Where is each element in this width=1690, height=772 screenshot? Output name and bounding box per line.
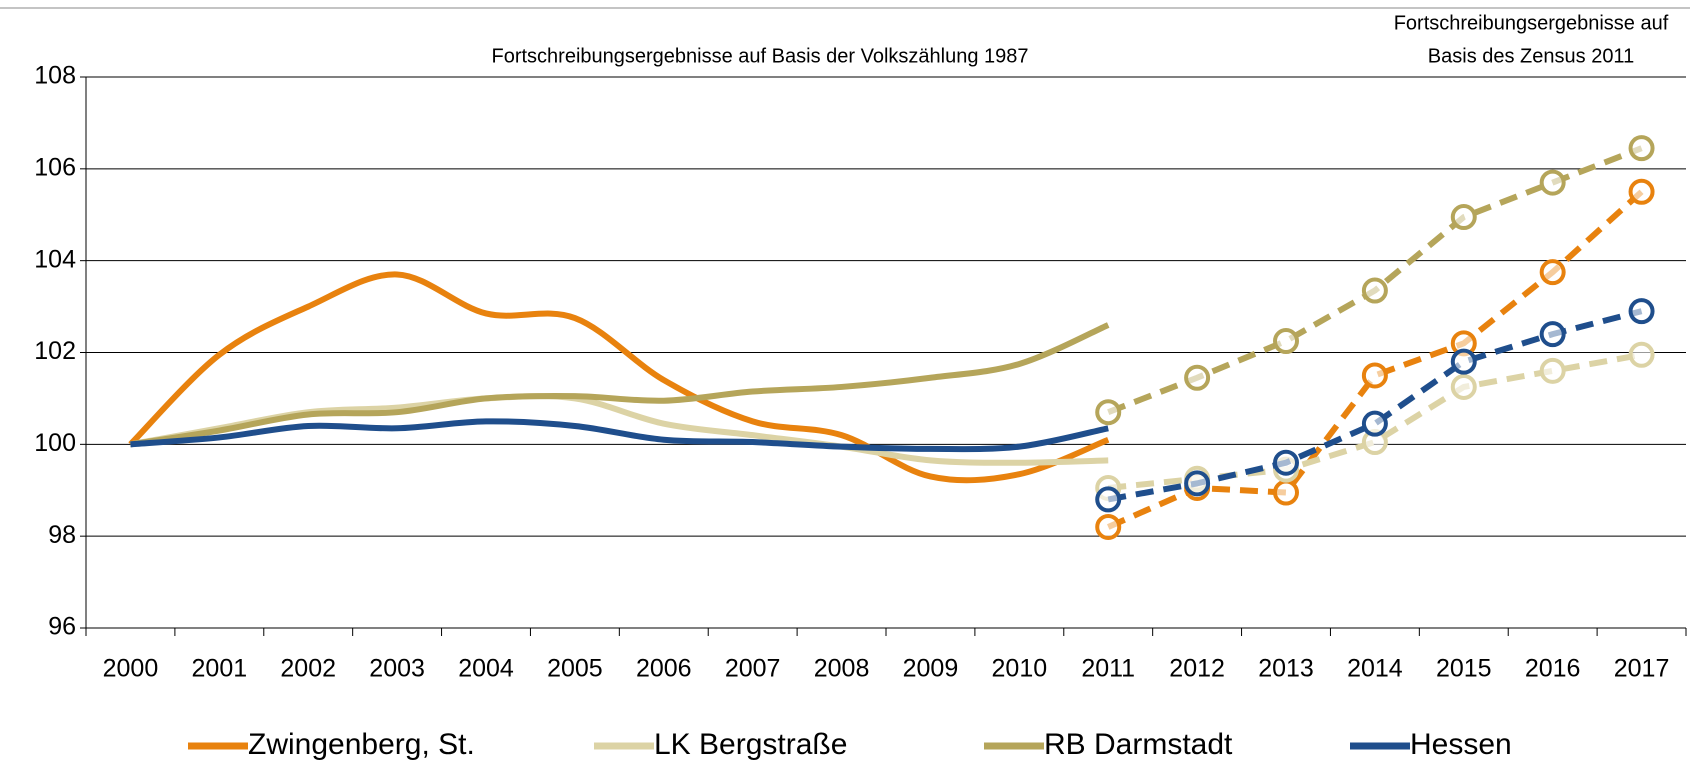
census-marker bbox=[1361, 410, 1388, 437]
x-tick-label: 2014 bbox=[1347, 655, 1403, 683]
x-tick-label: 2016 bbox=[1525, 655, 1581, 683]
census-marker bbox=[1361, 277, 1388, 304]
x-tick-label: 2000 bbox=[103, 655, 159, 683]
x-tick-label: 2009 bbox=[903, 655, 959, 683]
census-marker bbox=[1450, 204, 1477, 231]
legend-label: Zwingenberg, St. bbox=[248, 728, 475, 761]
annotation: Fortschreibungsergebnisse auf Basis der … bbox=[492, 45, 1029, 67]
census-marker bbox=[1361, 362, 1388, 389]
x-tick-label: 2001 bbox=[192, 655, 248, 683]
x-tick-label: 2008 bbox=[814, 655, 870, 683]
y-tick-label: 96 bbox=[48, 613, 76, 641]
census-marker bbox=[1539, 169, 1566, 196]
y-tick-label: 98 bbox=[48, 521, 76, 549]
x-tick-label: 2015 bbox=[1436, 655, 1492, 683]
line bbox=[128, 271, 1110, 484]
x-tick-label: 2012 bbox=[1169, 655, 1225, 683]
legend-label: RB Darmstadt bbox=[1044, 728, 1233, 761]
legend-label: LK Bergstraße bbox=[654, 728, 847, 761]
x-tick-label: 2007 bbox=[725, 655, 781, 683]
x-tick-label: 2004 bbox=[458, 655, 514, 683]
census-marker bbox=[1095, 399, 1122, 426]
annotation: Fortschreibungsergebnisse auf bbox=[1394, 12, 1669, 34]
census-marker bbox=[1539, 357, 1566, 384]
x-tick-label: 2010 bbox=[992, 655, 1048, 683]
x-tick-label: 2006 bbox=[636, 655, 692, 683]
legend-label: Hessen bbox=[1410, 728, 1512, 761]
x-tick-label: 2002 bbox=[280, 655, 336, 683]
census-marker bbox=[1095, 486, 1122, 513]
x-tick-label: 2013 bbox=[1258, 655, 1314, 683]
census-marker bbox=[1539, 321, 1566, 348]
census-marker bbox=[1628, 341, 1655, 368]
y-tick-label: 100 bbox=[34, 429, 76, 457]
census-marker bbox=[1273, 328, 1299, 355]
census-marker bbox=[1184, 364, 1211, 391]
census-marker bbox=[1273, 479, 1299, 506]
census-marker bbox=[1450, 348, 1477, 375]
census-marker bbox=[1450, 373, 1477, 400]
census-marker bbox=[1539, 259, 1566, 286]
census-marker bbox=[1095, 513, 1122, 540]
y-tick-label: 106 bbox=[34, 153, 76, 181]
x-tick-label: 2003 bbox=[369, 655, 425, 683]
y-tick-label: 102 bbox=[34, 337, 76, 365]
x-tick-label: 2017 bbox=[1614, 655, 1670, 683]
census-marker bbox=[1628, 178, 1655, 205]
annotation: Basis des Zensus 2011 bbox=[1428, 45, 1634, 67]
x-tick-label: 2011 bbox=[1081, 655, 1135, 683]
x-tick-label: 2005 bbox=[547, 655, 603, 683]
census-marker bbox=[1628, 298, 1655, 325]
census-marker bbox=[1273, 449, 1299, 476]
line bbox=[130, 418, 1109, 453]
y-tick-label: 108 bbox=[34, 62, 76, 90]
census-marker bbox=[1628, 135, 1655, 162]
line bbox=[129, 322, 1110, 448]
y-tick-label: 104 bbox=[34, 245, 76, 273]
census-marker bbox=[1184, 470, 1211, 497]
